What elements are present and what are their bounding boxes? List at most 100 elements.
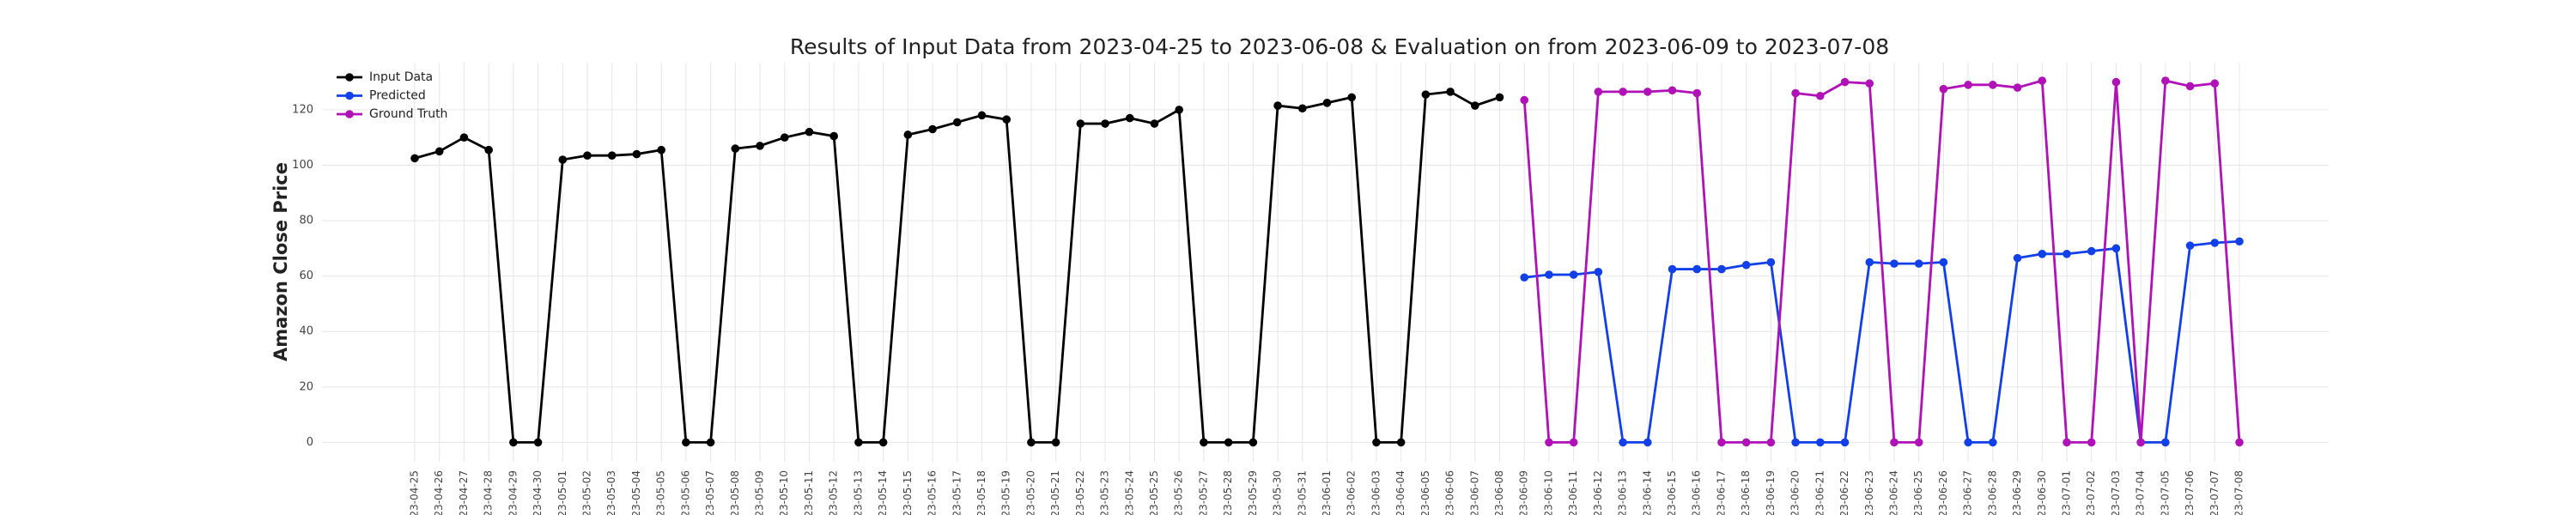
x-tick-label: 2023-06-19 [1765,470,1777,515]
point [2210,239,2220,247]
x-tick-label: 2023-06-21 [1814,470,1826,515]
point [1668,264,1677,274]
point [1619,438,1627,447]
point [2111,244,2121,253]
point [1027,438,1036,447]
x-tick-label: 2023-06-10 [1542,470,1554,515]
x-tick-label: 2023-05-24 [1123,470,1135,515]
point [1520,95,1529,105]
point [2185,241,2195,250]
point [1717,438,1726,447]
point [1150,119,1159,128]
point [1002,115,1011,124]
x-tick-label: 2023-05-01 [556,470,568,515]
point [780,133,789,142]
series-line [1522,79,2241,444]
point [829,131,838,141]
grid [322,63,2329,462]
x-tick-label: 2023-06-26 [1937,470,1949,515]
x-tick-label: 2023-05-16 [927,470,939,515]
x-tick-label: 2023-05-31 [1296,470,1308,515]
point [1914,259,1923,268]
point [2063,438,2071,447]
x-tick-label: 2023-05-10 [778,470,790,515]
point [1766,438,1776,447]
x-tick-label: 2023-06-11 [1567,470,1579,515]
x-tick-label: 2023-05-27 [1197,470,1209,515]
point [1396,438,1406,447]
point [1569,270,1578,279]
point [1791,438,1800,447]
x-tick-label: 2023-07-06 [2184,470,2196,515]
x-tick-label: 2023-05-12 [828,470,840,515]
point [928,124,937,134]
x-tick-label: 2023-05-19 [1000,470,1012,515]
point [1101,119,1109,128]
point [2161,438,2170,447]
x-tick-label: 2023-04-26 [433,470,445,515]
x-tick-label: 2023-06-06 [1444,470,1456,515]
point [2087,438,2096,447]
x-tick-label: 2023-06-17 [1715,470,1727,515]
x-tick-label: 2023-06-27 [1962,470,1974,515]
point [509,438,518,447]
point [657,145,665,154]
point [1297,104,1307,113]
point [484,145,493,154]
point [1865,79,1874,88]
x-tick-label: 2023-06-13 [1617,470,1629,515]
point [1322,99,1332,107]
x-tick-label: 2023-06-30 [2036,470,2048,515]
point [1125,113,1134,123]
x-tick-label: 2023-05-05 [655,470,667,515]
point [1692,264,1702,274]
point [2038,250,2047,258]
point [2013,253,2022,263]
point [1865,258,1874,267]
point [632,149,641,159]
point [2185,82,2195,91]
point [1939,258,1948,267]
point [1545,438,1553,447]
x-tick-label: 2023-04-28 [483,470,495,515]
point [1989,81,1997,89]
point [756,142,764,150]
x-tick-label: 2023-05-11 [803,470,815,515]
point [1643,88,1652,96]
point [977,111,987,120]
point [1175,106,1184,114]
point [952,118,962,127]
point [878,438,888,447]
point [1273,101,1282,110]
point [1446,88,1455,96]
point [1840,77,1850,87]
point [2087,246,2096,256]
legend-label: Ground Truth [369,107,447,121]
point [607,151,617,160]
point [1594,268,1603,276]
point [558,155,568,164]
x-tick-label: 2023-05-03 [605,470,617,515]
point [854,438,863,447]
point [1668,86,1677,95]
x-tick-label: 2023-06-01 [1321,470,1333,515]
legend-label: Input Data [369,70,433,84]
point [1741,438,1751,447]
point [1741,260,1751,270]
x-tick-label: 2023-06-15 [1666,470,1678,515]
point [2063,250,2071,258]
x-tick-label: 2023-04-25 [409,470,421,515]
point [1890,259,1899,268]
legend-marker [345,91,354,100]
x-tick-label: 2023-07-08 [2233,470,2245,515]
x-tick-label: 2023-06-03 [1370,470,1382,515]
x-tick-label: 2023-05-08 [729,470,741,515]
point [1619,88,1627,96]
point [1224,438,1233,447]
point [2038,76,2047,85]
point [2136,438,2145,447]
x-tick-label: 2023-05-21 [1049,470,1061,515]
point [1816,438,1825,447]
y-tick-label: 120 [292,103,313,116]
x-tick-label: 2023-06-22 [1838,470,1850,515]
